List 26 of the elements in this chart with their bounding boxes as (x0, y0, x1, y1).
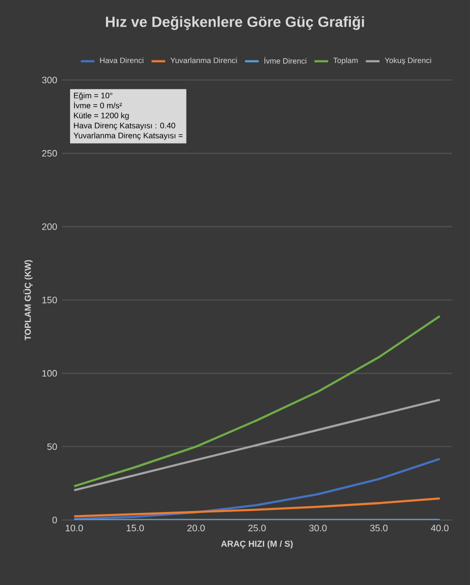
annotation: Yuvarlanma Direnç Katsayısı = (74, 132, 183, 140)
x-axis-title: ARAÇ HIZI (M / S) (221, 540, 293, 549)
y-tick-label: 300 (42, 76, 57, 84)
x-tick-label: 40.0 (430, 524, 449, 532)
annotation: Kütle = 1200 kg (74, 112, 129, 120)
x-tick-label: 25.0 (248, 524, 266, 532)
y-tick-label: 100 (42, 370, 57, 377)
x-tick-label: 30.0 (309, 524, 327, 532)
y-tick-label: 250 (42, 150, 57, 157)
x-tick-label: 15.0 (126, 524, 144, 532)
chart-title: Hız ve Değişkenlere Göre Güç Grafiği (106, 16, 364, 30)
x-tick-label: 20.0 (187, 524, 205, 532)
x-tick-label: 35.0 (370, 524, 388, 532)
annotation: İvme = 0 m/s² (74, 101, 122, 108)
x-tick-label: 10.0 (66, 524, 83, 532)
y-axis-title: TOPLAM GÜÇ (KW) (23, 260, 33, 340)
annotation: Eğim = 10° (74, 92, 112, 100)
annotation: Hava Direnç Katsayısı : 0.40 (74, 122, 176, 130)
line-series (73, 458, 441, 520)
line-series (73, 315, 441, 488)
line-series (73, 497, 441, 518)
y-tick-label: 0 (52, 516, 57, 524)
line-series (73, 398, 441, 492)
y-tick-label: 150 (42, 296, 57, 304)
y-tick-label: 200 (42, 223, 57, 230)
y-tick-label: 50 (47, 443, 57, 450)
